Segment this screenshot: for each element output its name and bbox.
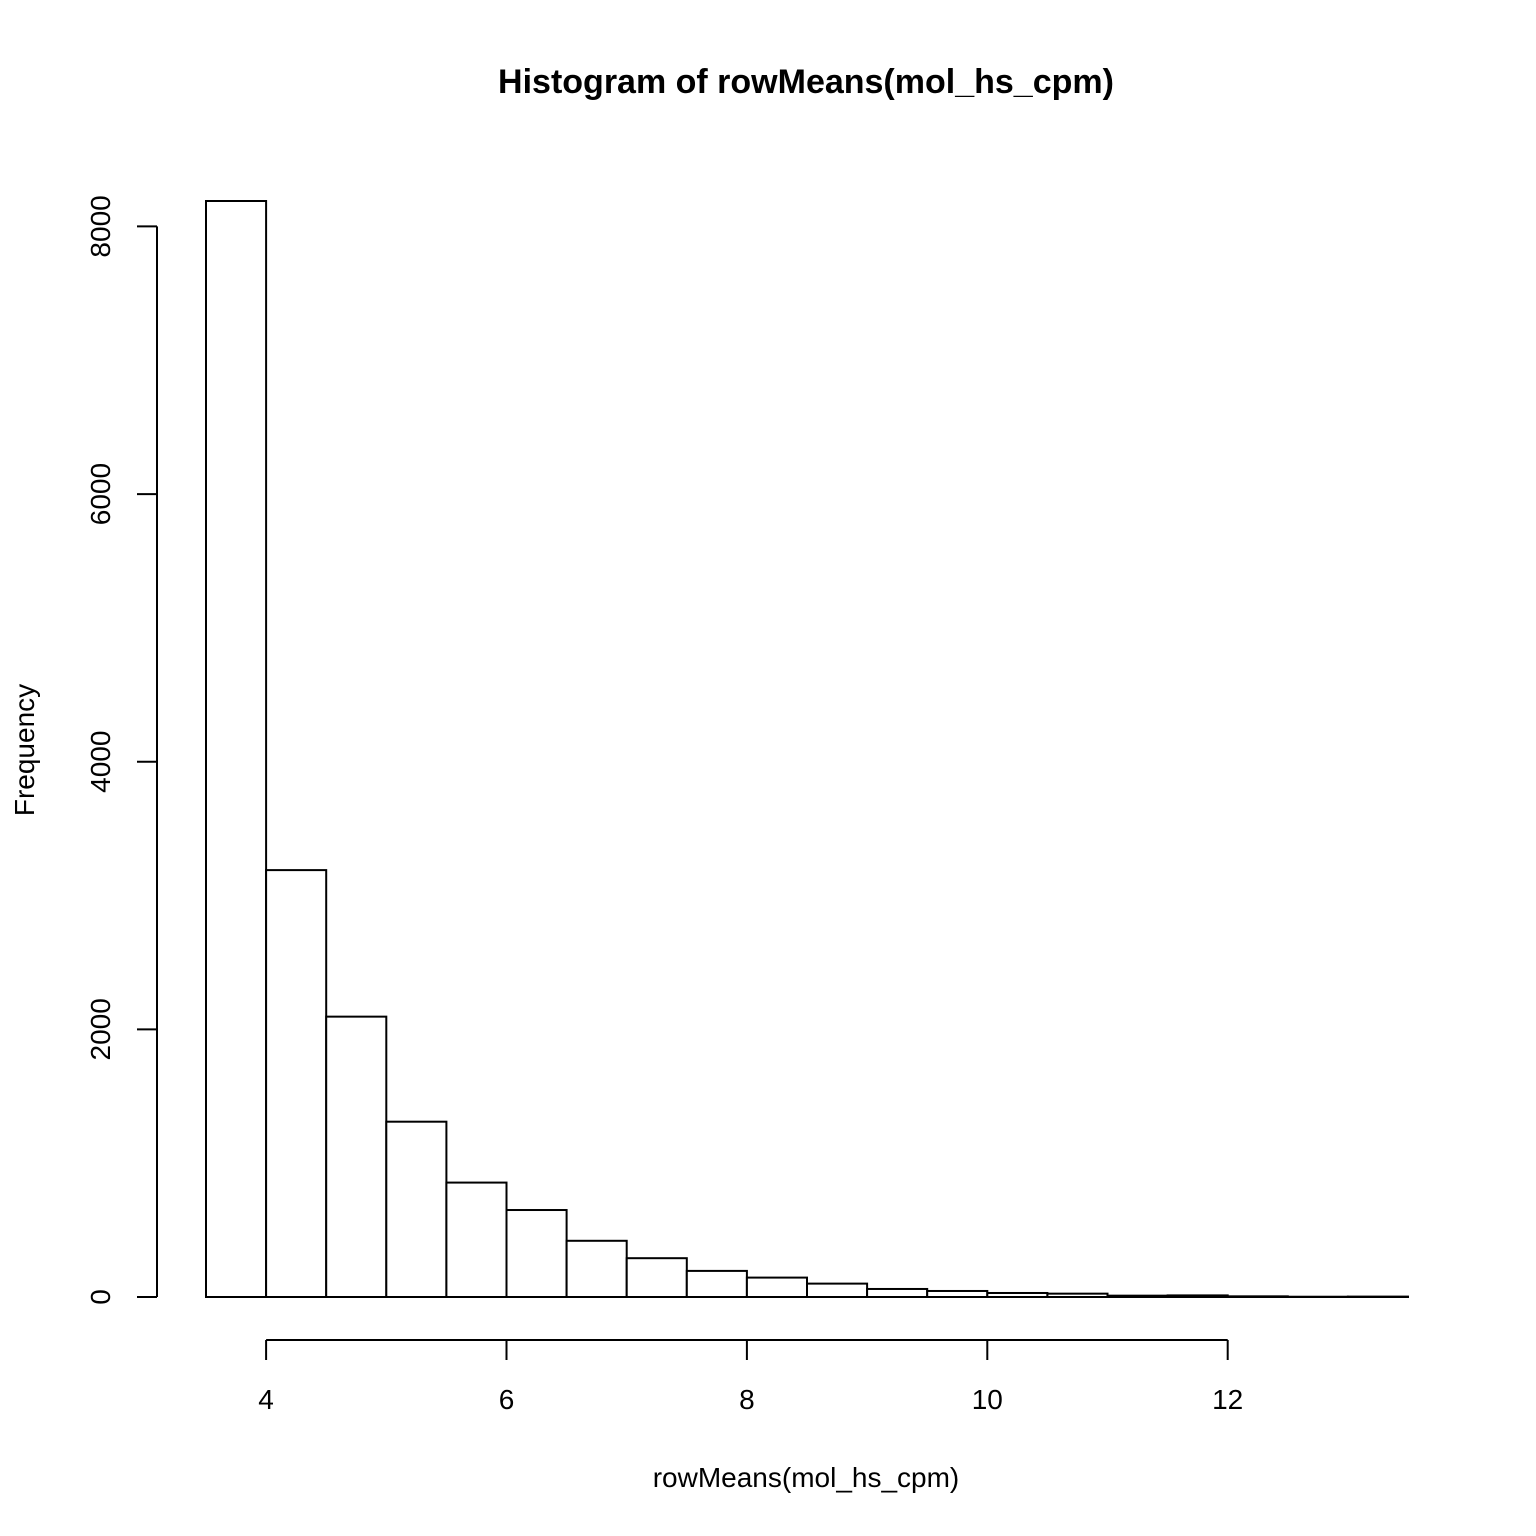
histogram-bar — [445, 1181, 508, 1298]
x-tick-label: 8 — [739, 1384, 755, 1415]
histogram-bar — [745, 1276, 809, 1298]
histogram-bar — [325, 1015, 388, 1299]
y-tick-label: 2000 — [85, 998, 116, 1060]
histogram-bar — [926, 1289, 989, 1299]
y-tick-label: 6000 — [85, 463, 116, 525]
y-tick-label: 8000 — [85, 195, 116, 257]
x-tick-label: 6 — [499, 1384, 515, 1415]
x-axis: 4 6 8 10 12 — [258, 1339, 1243, 1415]
histogram-bar — [866, 1287, 929, 1299]
histogram-bar — [565, 1239, 628, 1299]
histogram-bar — [1166, 1294, 1229, 1299]
histogram-bar — [625, 1257, 688, 1298]
histogram-bar — [1106, 1294, 1169, 1298]
histogram-bar — [685, 1269, 748, 1299]
y-axis-label: Frequency — [9, 684, 40, 816]
histogram-bar — [265, 869, 328, 1298]
chart-title: Histogram of rowMeans(mol_hs_cpm) — [498, 63, 1114, 101]
histogram-bar — [986, 1291, 1049, 1299]
histogram-bar — [505, 1209, 568, 1298]
x-tick-label: 10 — [972, 1384, 1003, 1415]
histogram-bar — [1046, 1292, 1109, 1298]
histogram-bar — [806, 1282, 869, 1298]
x-tick-label: 4 — [258, 1384, 274, 1415]
histogram-bars — [205, 200, 1410, 1299]
x-axis-label: rowMeans(mol_hs_cpm) — [653, 1462, 960, 1493]
y-tick-label: 4000 — [85, 731, 116, 793]
histogram-bar — [1226, 1295, 1289, 1299]
histogram-bar — [205, 200, 268, 1298]
x-tick-label: 12 — [1212, 1384, 1243, 1415]
y-axis: 0 2000 4000 6000 8000 — [85, 195, 158, 1305]
y-tick-label: 0 — [85, 1289, 116, 1305]
histogram-bar — [385, 1120, 448, 1298]
